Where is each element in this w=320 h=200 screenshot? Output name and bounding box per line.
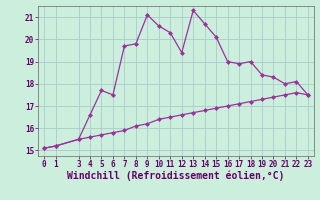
- X-axis label: Windchill (Refroidissement éolien,°C): Windchill (Refroidissement éolien,°C): [67, 171, 285, 181]
